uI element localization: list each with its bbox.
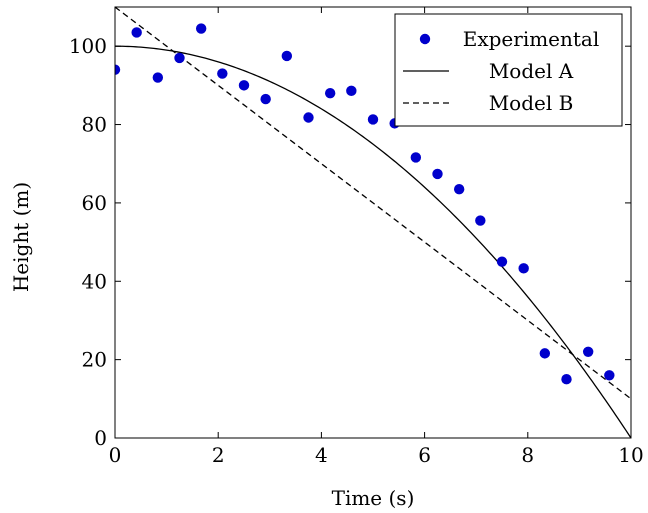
- data-point-experimental: [115, 64, 121, 75]
- data-point-experimental: [131, 27, 142, 38]
- data-point-experimental: [195, 23, 207, 34]
- data-point-experimental: [561, 374, 572, 385]
- y-tick-label: 0: [94, 426, 107, 450]
- data-point-experimental: [410, 152, 422, 163]
- legend-label-experimental: Experimental: [463, 27, 600, 51]
- data-point-experimental: [281, 50, 293, 62]
- data-point-experimental: [174, 52, 185, 64]
- legend-marker-experimental: [419, 33, 431, 45]
- x-tick-label: 6: [418, 443, 431, 467]
- y-tick-label: 100: [69, 34, 107, 58]
- x-tick-label: 10: [618, 443, 643, 467]
- series-line-model-b: [115, 7, 631, 400]
- x-axis-title: Time (s): [332, 486, 415, 510]
- plot-frame: [114, 6, 632, 439]
- y-tick-label: 80: [82, 113, 107, 137]
- data-point-experimental: [582, 346, 594, 357]
- y-tick-label: 40: [82, 269, 107, 293]
- x-tick-label: 2: [212, 443, 225, 467]
- legend-box: [394, 13, 623, 127]
- data-point-experimental: [324, 88, 336, 99]
- data-point-experimental: [238, 80, 250, 91]
- data-point-experimental: [367, 114, 379, 125]
- data-point-experimental: [539, 348, 551, 359]
- x-tick-label: 8: [521, 443, 534, 467]
- y-tick-label: 60: [82, 191, 107, 215]
- data-point-experimental: [260, 93, 271, 105]
- y-axis-title: Height (m): [9, 182, 33, 292]
- data-point-experimental: [152, 72, 164, 83]
- data-point-experimental: [346, 85, 357, 97]
- series-line-model-a: [115, 45, 631, 438]
- legend: Experimental Model A Model B: [394, 13, 623, 127]
- data-point-experimental: [303, 112, 314, 123]
- data-point-experimental: [217, 68, 228, 79]
- legend-label-model-b: Model B: [489, 91, 574, 115]
- data-point-experimental: [432, 168, 443, 180]
- y-tick-label: 20: [82, 348, 107, 372]
- legend-label-model-a: Model A: [489, 59, 574, 83]
- data-point-experimental: [496, 256, 508, 267]
- data-point-experimental: [518, 263, 529, 274]
- x-tick-label: 0: [109, 443, 122, 467]
- data-point-experimental: [604, 370, 615, 381]
- x-tick-label: 4: [315, 443, 328, 467]
- data-point-experimental: [475, 215, 486, 226]
- data-point-experimental: [453, 183, 465, 195]
